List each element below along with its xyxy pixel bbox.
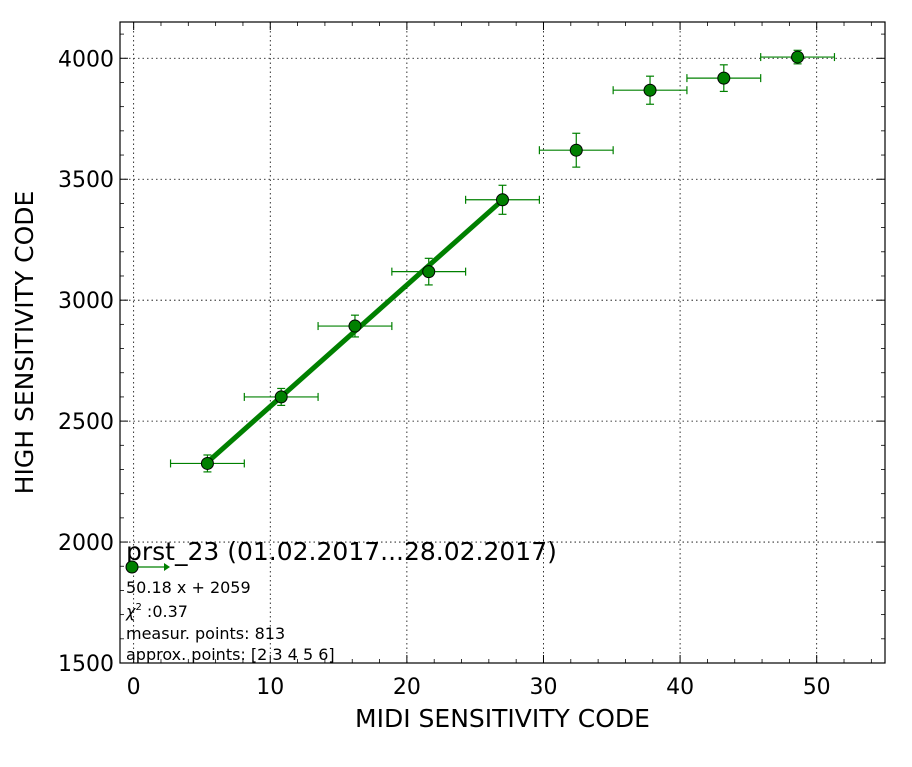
- legend: prst_23 (01.02.2017...28.02.2017) 50.18 …: [125, 537, 557, 664]
- x-tick-label: 20: [393, 675, 421, 700]
- data-point: [348, 319, 362, 333]
- legend-title: prst_23 (01.02.2017...28.02.2017): [126, 537, 557, 566]
- grid: [120, 22, 885, 664]
- x-axis-label: MIDI SENSITIVITY CODE: [355, 704, 650, 733]
- x-tick-label: 10: [256, 675, 284, 700]
- y-tick-label: 3000: [58, 289, 114, 314]
- data-point-group: [169, 454, 245, 473]
- chi2-superscript: 2: [135, 602, 141, 613]
- measur-points: measur. points: 813: [126, 624, 285, 643]
- data-points: [169, 49, 836, 473]
- data-point-group: [538, 132, 614, 168]
- x-tick-label: 0: [127, 675, 141, 700]
- data-point: [422, 265, 436, 279]
- data-point-group: [612, 75, 688, 105]
- data-point-group: [243, 387, 319, 406]
- data-point-group: [760, 49, 836, 65]
- approx-points: approx. points: [2 3 4 5 6]: [126, 645, 335, 664]
- data-point-group: [391, 257, 467, 286]
- y-tick-label: 3500: [58, 168, 114, 193]
- data-point: [643, 83, 657, 97]
- x-tick-label: 30: [529, 675, 557, 700]
- legend-marker-arrow: [164, 563, 170, 571]
- y-tick-label: 1500: [58, 652, 114, 677]
- fit-equation: 50.18 x + 2059: [126, 578, 251, 597]
- chi2-symbol: χ: [125, 602, 136, 621]
- x-tick-labels: 0 10 20 30 40 50: [127, 675, 831, 700]
- data-point: [791, 50, 805, 64]
- data-point-group: [317, 314, 393, 338]
- y-axis-label: HIGH SENSITIVITY CODE: [10, 191, 39, 495]
- x-tick-label: 40: [666, 675, 694, 700]
- legend-marker-icon: [125, 560, 170, 574]
- data-point: [496, 193, 509, 207]
- x-tick-label: 50: [803, 675, 831, 700]
- data-point-group: [686, 64, 762, 93]
- data-point: [569, 143, 583, 157]
- data-point: [200, 456, 214, 470]
- tick-marks: [120, 22, 885, 664]
- chi2-line: χ2 :0.37: [125, 602, 188, 621]
- y-tick-label: 2500: [58, 410, 114, 435]
- data-point-group: [465, 184, 540, 215]
- chi2-value: :0.37: [142, 602, 188, 621]
- y-tick-label: 4000: [58, 47, 114, 72]
- data-point: [717, 71, 731, 85]
- data-point: [274, 390, 288, 404]
- plot-frame: [119, 21, 886, 664]
- legend-marker-point: [125, 560, 139, 574]
- y-tick-labels: 1500 2000 2500 3000 3500 4000: [58, 47, 114, 677]
- y-tick-label: 2000: [58, 531, 114, 556]
